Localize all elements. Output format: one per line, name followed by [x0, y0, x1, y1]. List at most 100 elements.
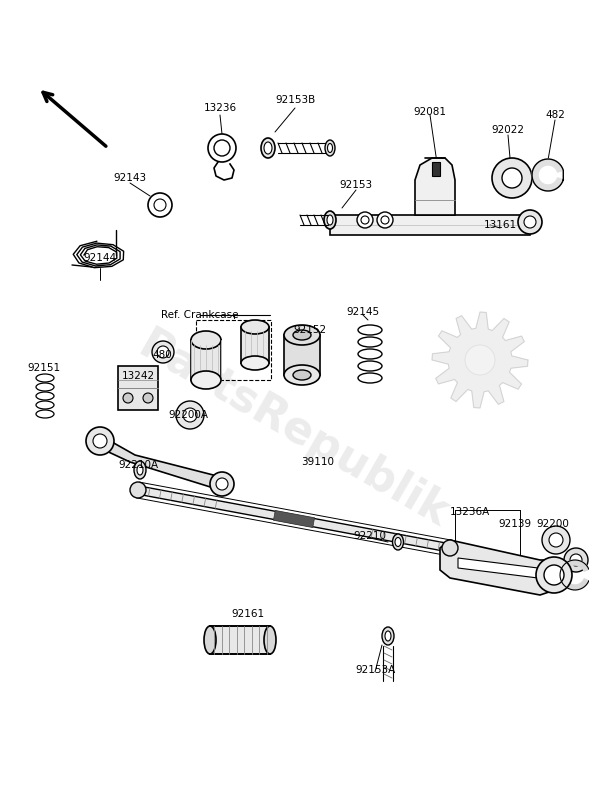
- Ellipse shape: [36, 410, 54, 418]
- Circle shape: [216, 478, 228, 490]
- Circle shape: [544, 565, 564, 585]
- Text: 92210A: 92210A: [118, 460, 158, 470]
- Text: PartsRepublik: PartsRepublik: [131, 324, 457, 536]
- Polygon shape: [440, 540, 560, 595]
- Circle shape: [524, 216, 536, 228]
- Ellipse shape: [261, 138, 275, 158]
- Text: 92153A: 92153A: [355, 665, 395, 675]
- Ellipse shape: [284, 325, 320, 345]
- Text: 92200A: 92200A: [168, 410, 208, 420]
- Polygon shape: [560, 560, 589, 590]
- Ellipse shape: [241, 356, 269, 370]
- Text: 92200: 92200: [537, 519, 570, 529]
- Circle shape: [542, 526, 570, 554]
- Ellipse shape: [241, 320, 269, 334]
- Circle shape: [570, 554, 582, 566]
- Ellipse shape: [325, 140, 335, 156]
- Circle shape: [183, 408, 197, 422]
- Bar: [196, 320, 271, 380]
- Text: 13236A: 13236A: [450, 507, 490, 517]
- Circle shape: [536, 557, 572, 593]
- Circle shape: [123, 393, 133, 403]
- Text: 13242: 13242: [121, 371, 154, 381]
- Circle shape: [377, 212, 393, 228]
- Bar: [330, 215, 530, 235]
- Ellipse shape: [134, 461, 146, 479]
- Text: Ref. Crankcase: Ref. Crankcase: [161, 310, 239, 320]
- Ellipse shape: [327, 215, 333, 225]
- Circle shape: [130, 482, 146, 498]
- Ellipse shape: [36, 374, 54, 382]
- Text: 39110: 39110: [302, 457, 335, 467]
- Bar: [241, 327, 269, 363]
- Ellipse shape: [395, 538, 401, 547]
- Circle shape: [154, 199, 166, 211]
- Circle shape: [492, 158, 532, 198]
- Ellipse shape: [293, 330, 311, 340]
- Circle shape: [86, 427, 114, 455]
- Circle shape: [152, 341, 174, 363]
- Circle shape: [210, 472, 234, 496]
- Polygon shape: [415, 158, 455, 215]
- Ellipse shape: [324, 211, 336, 229]
- Bar: [284, 335, 320, 375]
- Circle shape: [564, 548, 588, 572]
- Ellipse shape: [358, 325, 382, 335]
- Ellipse shape: [327, 144, 333, 153]
- Circle shape: [465, 345, 495, 375]
- Polygon shape: [273, 511, 315, 527]
- Bar: [210, 626, 270, 654]
- Text: 92210: 92210: [353, 531, 386, 541]
- Text: 92144: 92144: [84, 253, 117, 263]
- Ellipse shape: [191, 331, 221, 349]
- Text: 92022: 92022: [491, 125, 524, 135]
- Circle shape: [143, 393, 153, 403]
- Text: 13161: 13161: [484, 220, 517, 230]
- Ellipse shape: [293, 370, 311, 380]
- Bar: [118, 366, 158, 410]
- Text: 480: 480: [152, 350, 172, 360]
- Bar: [432, 162, 440, 176]
- Text: 92161: 92161: [231, 609, 264, 619]
- Text: 482: 482: [545, 110, 565, 120]
- Circle shape: [148, 193, 172, 217]
- Ellipse shape: [264, 142, 272, 154]
- Text: 92139: 92139: [498, 519, 531, 529]
- Circle shape: [357, 212, 373, 228]
- Ellipse shape: [385, 631, 391, 641]
- Ellipse shape: [358, 349, 382, 359]
- Circle shape: [518, 210, 542, 234]
- Ellipse shape: [36, 401, 54, 409]
- Circle shape: [157, 346, 169, 358]
- Ellipse shape: [204, 626, 216, 654]
- Circle shape: [214, 140, 230, 156]
- Ellipse shape: [358, 361, 382, 371]
- Text: 92081: 92081: [413, 107, 446, 117]
- Ellipse shape: [36, 392, 54, 400]
- Text: 92145: 92145: [346, 307, 379, 317]
- Circle shape: [93, 434, 107, 448]
- Polygon shape: [532, 159, 563, 191]
- Ellipse shape: [191, 371, 221, 389]
- Ellipse shape: [382, 627, 394, 645]
- Ellipse shape: [392, 534, 403, 550]
- Polygon shape: [432, 312, 528, 408]
- Circle shape: [208, 134, 236, 162]
- Text: 92153B: 92153B: [275, 95, 315, 105]
- Ellipse shape: [358, 337, 382, 347]
- Ellipse shape: [36, 383, 54, 391]
- Text: 13236: 13236: [203, 103, 237, 113]
- Ellipse shape: [284, 365, 320, 385]
- Circle shape: [549, 533, 563, 547]
- Polygon shape: [458, 558, 538, 578]
- Ellipse shape: [264, 626, 276, 654]
- Polygon shape: [100, 435, 225, 490]
- Circle shape: [502, 168, 522, 188]
- Circle shape: [361, 216, 369, 224]
- Text: 92143: 92143: [114, 173, 147, 183]
- Text: 92151: 92151: [28, 363, 61, 373]
- Circle shape: [381, 216, 389, 224]
- Ellipse shape: [137, 465, 143, 475]
- Text: 92153: 92153: [339, 180, 373, 190]
- Text: 92152: 92152: [293, 325, 326, 335]
